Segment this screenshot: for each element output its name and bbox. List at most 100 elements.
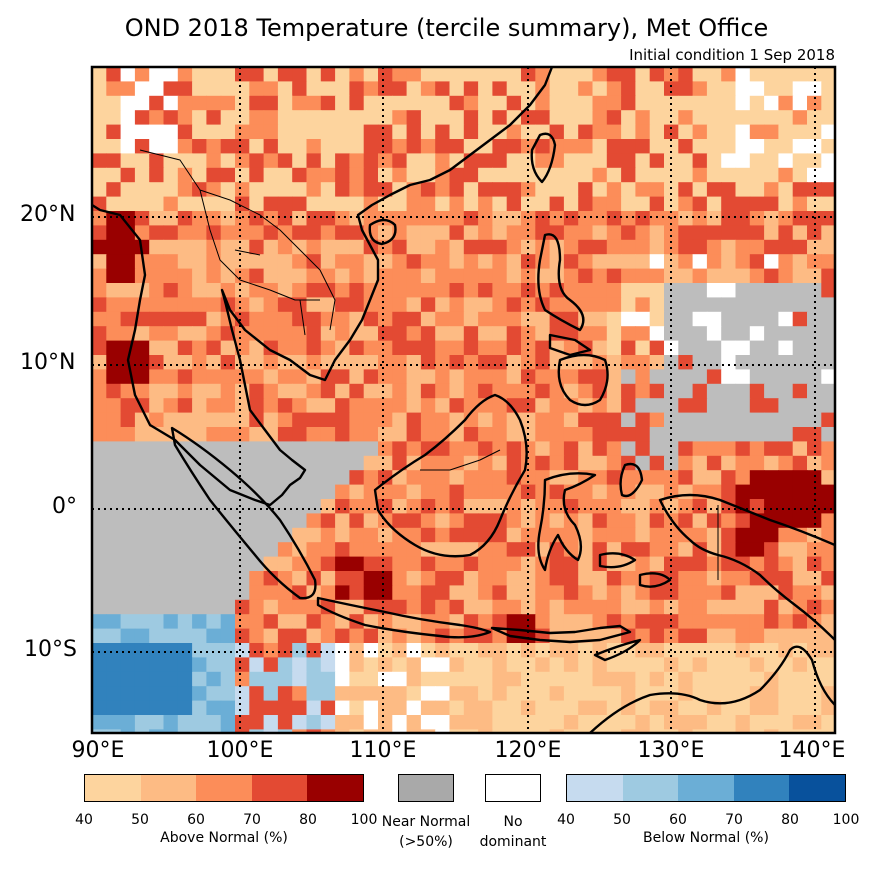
grid-cell — [792, 167, 808, 183]
grid-cell — [778, 196, 794, 212]
grid-cell — [320, 398, 336, 414]
grid-cell — [363, 715, 379, 730]
grid-cell — [735, 700, 751, 716]
grid-cell — [635, 355, 651, 370]
grid-cell — [807, 196, 822, 212]
grid-cell — [621, 326, 636, 342]
grid-cell — [735, 239, 751, 255]
grid-cell — [335, 355, 350, 370]
grid-cell — [778, 326, 794, 342]
grid-cell — [764, 556, 779, 572]
grid-cell — [106, 599, 122, 615]
grid-cell — [177, 311, 193, 327]
grid-cell — [320, 139, 336, 154]
grid-cell — [506, 95, 522, 111]
grid-cell — [220, 571, 236, 586]
grid-cell — [149, 95, 165, 111]
grid-cell — [764, 383, 779, 399]
grid-cell — [320, 182, 336, 198]
grid-cell — [306, 196, 322, 212]
grid-cell — [349, 455, 365, 471]
grid-cell — [606, 513, 622, 529]
grid-cell — [492, 484, 508, 500]
grid-cell — [749, 67, 765, 82]
grid-cell — [749, 268, 765, 284]
grid-cell — [206, 729, 222, 733]
grid-cell — [177, 398, 193, 414]
grid-cell — [420, 513, 436, 529]
grid-cell — [721, 484, 737, 500]
grid-cell — [92, 383, 107, 399]
grid-cell — [435, 470, 451, 486]
grid-cell — [678, 110, 694, 126]
grid-cell — [163, 412, 179, 428]
grid-cell — [735, 585, 751, 601]
grid-cell — [106, 427, 122, 442]
grid-cell — [549, 182, 565, 198]
grid-cell — [249, 254, 265, 270]
grid-cell — [392, 340, 408, 356]
grid-cell — [563, 383, 579, 399]
grid-cell — [392, 671, 408, 687]
grid-cell — [735, 81, 751, 97]
grid-cell — [277, 398, 293, 414]
grid-cell — [621, 340, 636, 356]
grid-cell — [306, 211, 322, 226]
grid-cell — [220, 225, 236, 241]
grid-cell — [277, 686, 293, 702]
grid-cell — [521, 254, 536, 270]
grid-cell — [692, 355, 708, 370]
grid-cell — [120, 153, 136, 169]
grid-cell — [706, 182, 722, 198]
grid-cell — [306, 671, 322, 687]
grid-cell — [478, 340, 493, 356]
grid-cell — [535, 657, 551, 673]
grid-cell — [492, 67, 508, 82]
grid-cell — [735, 643, 751, 658]
grid-cell — [506, 153, 522, 169]
grid-cell — [249, 427, 265, 442]
grid-cell — [306, 326, 322, 342]
grid-cell — [492, 398, 508, 414]
grid-cell — [821, 484, 835, 500]
grid-cell — [134, 211, 150, 226]
grid-cell — [649, 715, 665, 730]
grid-cell — [349, 81, 365, 97]
grid-cell — [306, 657, 322, 673]
grid-cell — [220, 628, 236, 644]
grid-cell — [92, 340, 107, 356]
grid-cell — [134, 268, 150, 284]
grid-cell — [134, 657, 150, 673]
grid-cell — [735, 340, 751, 356]
grid-cell — [420, 527, 436, 543]
grid-cell — [778, 599, 794, 615]
grid-cell — [678, 182, 694, 198]
grid-cell — [778, 369, 794, 385]
grid-cell — [764, 340, 779, 356]
java-island — [316, 596, 492, 639]
grid-cell — [635, 427, 651, 442]
grid-cell — [306, 470, 322, 486]
grid-cell — [306, 455, 322, 471]
grid-cell — [749, 398, 765, 414]
grid-cell — [549, 700, 565, 716]
grid-cell — [277, 657, 293, 673]
grid-cell — [692, 657, 708, 673]
grid-cell — [335, 628, 350, 644]
grid-cell — [792, 311, 808, 327]
grid-cell — [807, 340, 822, 356]
grid-cell — [449, 110, 465, 126]
grid-cell — [320, 340, 336, 356]
grid-cell — [406, 340, 422, 356]
grid-cell — [578, 427, 594, 442]
grid-cell — [306, 412, 322, 428]
grid-cell — [764, 657, 779, 673]
grid-cell — [292, 139, 308, 154]
grid-cell — [349, 153, 365, 169]
grid-cell — [163, 225, 179, 241]
grid-cell — [235, 556, 250, 572]
grid-cell — [635, 211, 651, 226]
grid-cell — [506, 110, 522, 126]
grid-cell — [277, 67, 293, 82]
grid-cell — [621, 268, 636, 284]
